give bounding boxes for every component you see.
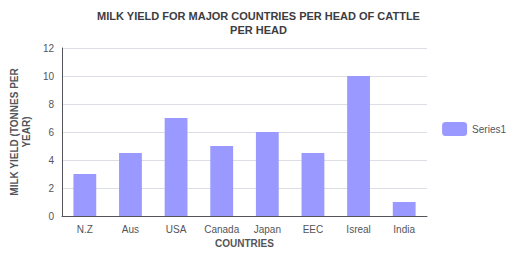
svg-text:USA: USA (166, 224, 187, 235)
svg-text:12: 12 (43, 43, 55, 54)
svg-text:Series1: Series1 (472, 124, 506, 135)
svg-text:YEAR): YEAR) (21, 116, 32, 147)
svg-text:10: 10 (43, 71, 55, 82)
svg-text:4: 4 (48, 155, 54, 166)
svg-text:Japan: Japan (254, 224, 281, 235)
svg-text:Canada: Canada (204, 224, 239, 235)
svg-text:Isreal: Isreal (346, 224, 370, 235)
svg-text:Aus: Aus (122, 224, 139, 235)
svg-text:India: India (393, 224, 415, 235)
svg-text:MILK YIELD FOR MAJOR COUNTRIES: MILK YIELD FOR MAJOR COUNTRIES PER HEAD … (97, 10, 420, 22)
svg-text:2: 2 (48, 183, 54, 194)
svg-text:MILK YIELD (TONNES PER: MILK YIELD (TONNES PER (9, 68, 20, 196)
svg-text:PER HEAD: PER HEAD (230, 24, 287, 36)
svg-text:N.Z: N.Z (77, 224, 93, 235)
svg-text:8: 8 (48, 99, 54, 110)
svg-text:6: 6 (48, 127, 54, 138)
svg-text:EEC: EEC (303, 224, 324, 235)
svg-text:0: 0 (48, 211, 54, 222)
svg-text:COUNTRIES: COUNTRIES (215, 238, 274, 249)
